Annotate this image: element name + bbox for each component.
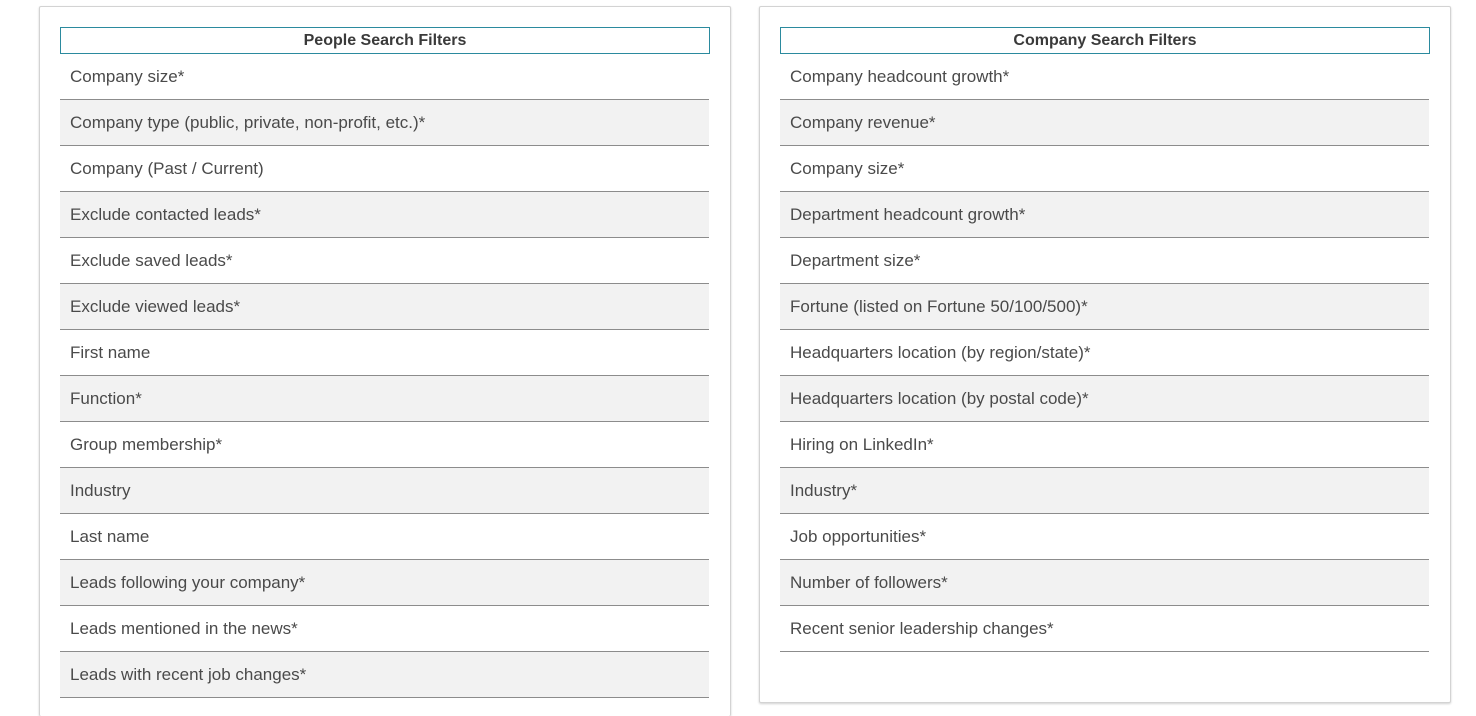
filter-row: Recent senior leadership changes* bbox=[780, 606, 1429, 652]
filter-row: First name bbox=[60, 330, 709, 376]
filter-row: Exclude viewed leads* bbox=[60, 284, 709, 330]
filter-row: Hiring on LinkedIn* bbox=[780, 422, 1429, 468]
filter-row: Department headcount growth* bbox=[780, 192, 1429, 238]
company-search-filters-title: Company Search Filters bbox=[780, 27, 1430, 54]
company-search-filters-table: Company Search Filters Company headcount… bbox=[780, 27, 1430, 652]
filter-row: Company revenue* bbox=[780, 100, 1429, 146]
filter-row: Leads following your company* bbox=[60, 560, 709, 606]
filter-row: Company type (public, private, non-profi… bbox=[60, 100, 709, 146]
people-search-filters-title: People Search Filters bbox=[60, 27, 710, 54]
filter-row: Department size* bbox=[780, 238, 1429, 284]
filter-row: Headquarters location (by region/state)* bbox=[780, 330, 1429, 376]
filter-row: Company size* bbox=[60, 54, 709, 100]
filter-row: Company headcount growth* bbox=[780, 54, 1429, 100]
company-filter-list: Company headcount growth* Company revenue… bbox=[780, 54, 1430, 652]
filter-row: Number of followers* bbox=[780, 560, 1429, 606]
filter-row: Leads with recent job changes* bbox=[60, 652, 709, 698]
filter-row: Job opportunities* bbox=[780, 514, 1429, 560]
filter-row: Group membership* bbox=[60, 422, 709, 468]
company-search-filters-card: Company Search Filters Company headcount… bbox=[759, 6, 1451, 703]
filter-row: Fortune (listed on Fortune 50/100/500)* bbox=[780, 284, 1429, 330]
filter-row: Exclude saved leads* bbox=[60, 238, 709, 284]
filter-row: Function* bbox=[60, 376, 709, 422]
people-search-filters-card: People Search Filters Company size* Compa… bbox=[39, 6, 731, 716]
filter-row: Industry* bbox=[780, 468, 1429, 514]
filter-row: Company (Past / Current) bbox=[60, 146, 709, 192]
filter-row: Last name bbox=[60, 514, 709, 560]
people-filter-list: Company size* Company type (public, priva… bbox=[60, 54, 710, 698]
filter-row: Exclude contacted leads* bbox=[60, 192, 709, 238]
filter-row: Headquarters location (by postal code)* bbox=[780, 376, 1429, 422]
filter-row: Industry bbox=[60, 468, 709, 514]
people-search-filters-table: People Search Filters Company size* Compa… bbox=[60, 27, 710, 698]
filter-row: Leads mentioned in the news* bbox=[60, 606, 709, 652]
filter-row: Company size* bbox=[780, 146, 1429, 192]
